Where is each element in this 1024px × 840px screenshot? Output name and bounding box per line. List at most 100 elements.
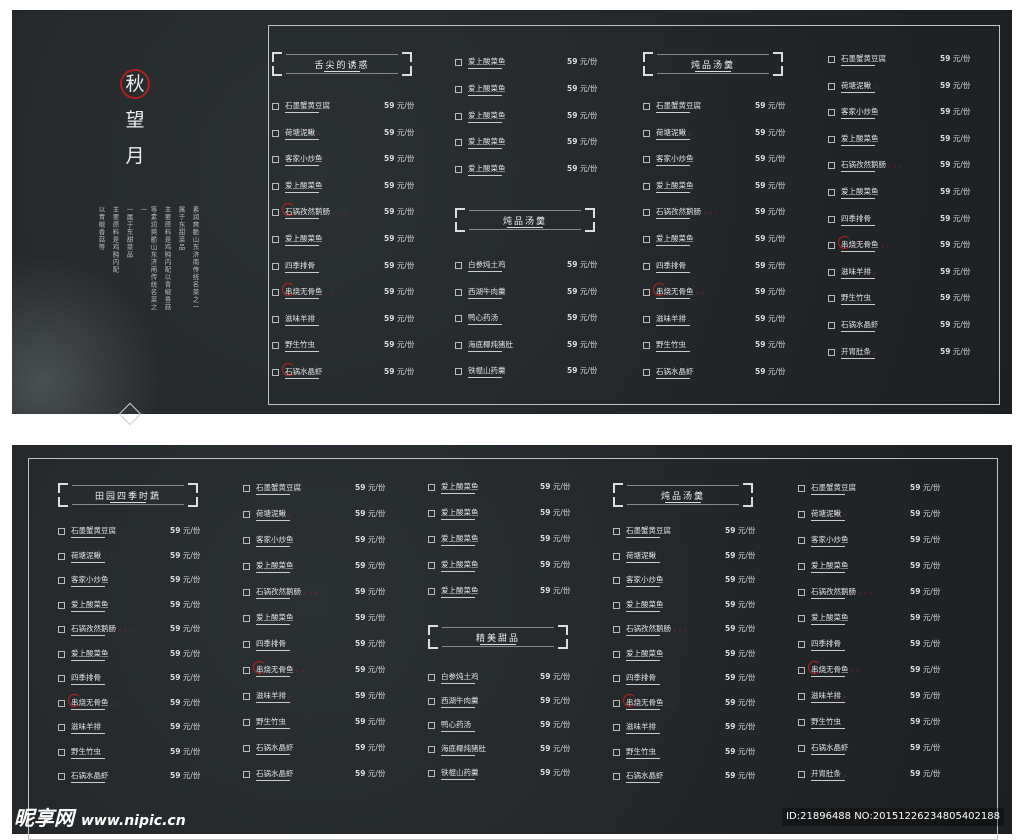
menu-item-checkbox[interactable]	[243, 537, 250, 544]
menu-item-checkbox[interactable]	[272, 103, 279, 110]
menu-item[interactable]: 爱上酸菜鱼 59 元/份	[613, 599, 755, 613]
menu-item-checkbox[interactable]	[613, 675, 620, 682]
menu-item-checkbox[interactable]	[828, 322, 835, 329]
menu-item-checkbox[interactable]	[828, 189, 835, 196]
menu-item[interactable]: 四季排骨 59 元/份	[613, 672, 755, 686]
menu-item[interactable]: 鸭心药汤 59 元/份	[455, 312, 597, 326]
menu-item[interactable]: 石锅水晶虾 59 元/份	[798, 742, 940, 756]
menu-item[interactable]: 爱上酸菜鱼 59 元/份	[455, 83, 597, 97]
menu-item-checkbox[interactable]	[58, 577, 65, 584]
menu-item[interactable]: 串烧无骨鱼 ⸝ ⸝ 59 元/份	[272, 283, 414, 300]
menu-item[interactable]: 石锅水晶虾 59 元/份	[243, 768, 385, 782]
menu-item[interactable]: 爱上酸菜鱼 59 元/份	[455, 56, 597, 70]
menu-item-checkbox[interactable]	[243, 693, 250, 700]
menu-item[interactable]: 荷塘泥鳅 ⸝ 59 元/份	[798, 508, 940, 522]
menu-item-checkbox[interactable]	[455, 315, 462, 323]
menu-item[interactable]: 爱上酸菜鱼 59 元/份	[272, 180, 414, 194]
menu-item-checkbox[interactable]	[58, 626, 65, 633]
menu-item-checkbox[interactable]	[272, 342, 279, 350]
menu-item[interactable]: 四季排骨 59 元/份	[828, 213, 970, 227]
menu-item-checkbox[interactable]	[798, 511, 805, 518]
menu-item-checkbox[interactable]	[455, 341, 462, 349]
menu-item[interactable]: 爱上酸菜鱼 59 元/份	[643, 180, 785, 194]
menu-item[interactable]: 白参炖土鸡 59 元/份	[455, 259, 597, 273]
menu-item[interactable]: 爱上酸菜鱼 59 元/份	[58, 648, 200, 662]
menu-item-checkbox[interactable]	[58, 675, 65, 682]
menu-item[interactable]: 客家小炒鱼 59 元/份	[58, 574, 200, 588]
menu-item-checkbox[interactable]	[828, 295, 835, 303]
menu-item[interactable]: 石锅孜然鹅肠 ⸝ ⸝ ⸝ 59 元/份	[643, 206, 785, 220]
menu-item[interactable]: 四季排骨 59 元/份	[643, 260, 785, 274]
menu-item[interactable]: 爱上酸菜鱼 59 元/份	[428, 585, 570, 599]
menu-item[interactable]: 滋味羊排 ⸝ 59 元/份	[798, 690, 940, 704]
menu-item-checkbox[interactable]	[243, 485, 250, 492]
menu-item[interactable]: 四季排骨 59 元/份	[798, 638, 940, 652]
menu-item-checkbox[interactable]	[613, 650, 620, 658]
menu-item[interactable]: 爱上酸菜鱼 59 元/份	[428, 507, 570, 521]
menu-item-checkbox[interactable]	[272, 315, 279, 323]
menu-item-checkbox[interactable]	[613, 552, 620, 560]
menu-item-checkbox[interactable]	[58, 699, 65, 707]
menu-item[interactable]: 爱上酸菜鱼 59 元/份	[58, 599, 200, 613]
menu-item-checkbox[interactable]	[613, 699, 620, 707]
menu-item[interactable]: 爱上酸菜鱼 59 元/份	[455, 136, 597, 150]
menu-item-checkbox[interactable]	[58, 773, 65, 780]
menu-item-checkbox[interactable]	[828, 56, 835, 63]
menu-item-checkbox[interactable]	[428, 536, 435, 543]
menu-item-checkbox[interactable]	[828, 82, 835, 90]
menu-item-checkbox[interactable]	[643, 103, 650, 110]
menu-item-checkbox[interactable]	[428, 722, 435, 729]
menu-item[interactable]: 滋味羊排 ⸝ 59 元/份	[828, 266, 970, 280]
menu-item-checkbox[interactable]	[643, 236, 650, 243]
menu-item-checkbox[interactable]	[428, 770, 435, 777]
menu-item-checkbox[interactable]	[643, 369, 650, 376]
menu-item-checkbox[interactable]	[798, 589, 805, 596]
menu-item[interactable]: 爱上酸菜鱼 59 元/份	[828, 133, 970, 147]
menu-item-checkbox[interactable]	[455, 85, 462, 93]
menu-item[interactable]: 野生竹虫 59 元/份	[798, 716, 940, 730]
menu-item-checkbox[interactable]	[798, 563, 805, 570]
menu-item[interactable]: 野生竹虫 59 元/份	[643, 339, 785, 353]
menu-item[interactable]: 石墨蟹黄豆腐 59 元/份	[243, 482, 385, 496]
menu-item[interactable]: 客家小炒鱼 59 元/份	[272, 153, 414, 167]
menu-item-checkbox[interactable]	[828, 215, 835, 223]
menu-item-checkbox[interactable]	[613, 528, 620, 535]
menu-item[interactable]: 串烧无骨鱼 ⸝ ⸝ 59 元/份	[58, 693, 200, 711]
menu-item[interactable]: 爱上酸菜鱼 59 元/份	[798, 560, 940, 574]
menu-item[interactable]: 荷塘泥鳅 ⸝ 59 元/份	[58, 550, 200, 564]
menu-item-checkbox[interactable]	[272, 156, 279, 164]
menu-item-checkbox[interactable]	[798, 745, 805, 752]
menu-item[interactable]: 野生竹虫 59 元/份	[58, 746, 200, 760]
menu-item[interactable]: 爱上酸菜鱼 59 元/份	[428, 559, 570, 573]
menu-item[interactable]: 铁棍山药羹 59 元/份	[428, 767, 570, 781]
menu-item[interactable]: 串烧无骨鱼 ⸝ ⸝ 59 元/份	[828, 236, 970, 253]
menu-item[interactable]: 爱上酸菜鱼 59 元/份	[272, 233, 414, 247]
menu-item[interactable]: 爱上酸菜鱼 59 元/份	[243, 560, 385, 574]
menu-item-checkbox[interactable]	[272, 236, 279, 243]
menu-item[interactable]: 滋味羊排 ⸝ 59 元/份	[613, 721, 755, 735]
menu-item-checkbox[interactable]	[643, 156, 650, 164]
menu-item[interactable]: 石墨蟹黄豆腐 59 元/份	[828, 53, 970, 67]
menu-item[interactable]: 四季排骨 59 元/份	[243, 638, 385, 652]
menu-item[interactable]: 滋味羊排 ⸝ 59 元/份	[58, 721, 200, 735]
menu-item[interactable]: 滋味羊排 ⸝ 59 元/份	[272, 313, 414, 327]
menu-item[interactable]: 白参炖土鸡 59 元/份	[428, 671, 570, 685]
menu-item[interactable]: 石墨蟹黄豆腐 59 元/份	[613, 525, 755, 539]
menu-item-checkbox[interactable]	[828, 348, 835, 356]
menu-item-checkbox[interactable]	[243, 563, 250, 570]
menu-item-checkbox[interactable]	[243, 511, 250, 518]
menu-item[interactable]: 西湖牛肉羹 59 元/份	[455, 286, 597, 300]
menu-item-checkbox[interactable]	[643, 315, 650, 323]
menu-item[interactable]: 爱上酸菜鱼 59 元/份	[455, 163, 597, 177]
menu-item-checkbox[interactable]	[58, 552, 65, 560]
menu-item[interactable]: 爱上酸菜鱼 59 元/份	[428, 533, 570, 547]
menu-item-checkbox[interactable]	[272, 289, 279, 297]
menu-item[interactable]: 开胃肚条 ⸝ 59 元/份	[828, 346, 970, 360]
menu-item[interactable]: 爱上酸菜鱼 59 元/份	[428, 481, 570, 495]
menu-item[interactable]: 石锅水晶虾 59 元/份	[613, 770, 755, 784]
menu-item-checkbox[interactable]	[455, 368, 462, 376]
menu-item[interactable]: 海底椰炖猪肚 59 元/份	[428, 743, 570, 757]
menu-item-checkbox[interactable]	[455, 139, 462, 147]
menu-item[interactable]: 石锅孜然鹅肠 ⸝ ⸝ ⸝ 59 元/份	[243, 586, 385, 600]
menu-item-checkbox[interactable]	[243, 589, 250, 596]
